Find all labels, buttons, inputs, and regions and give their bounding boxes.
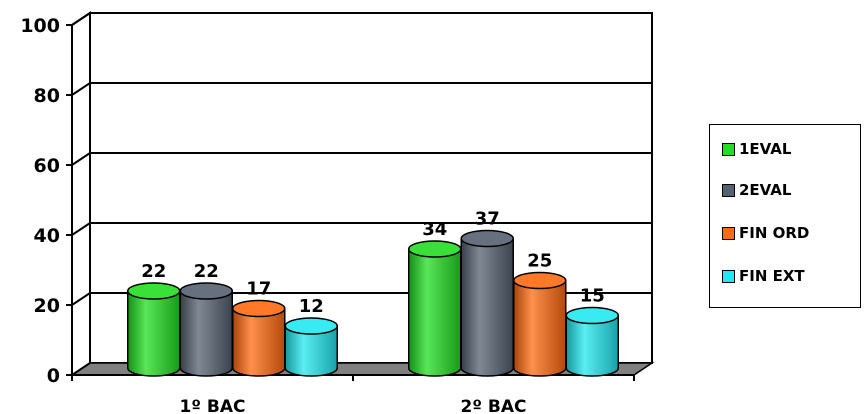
bar-top [127, 282, 181, 300]
side-wall [71, 11, 91, 377]
bar-body [408, 248, 462, 377]
data-label: 22 [194, 261, 219, 282]
legend-swatch [722, 183, 735, 197]
gridline [71, 12, 652, 26]
gridline [71, 82, 652, 96]
bar [284, 317, 338, 377]
legend-swatch [722, 226, 735, 240]
bar-body [179, 290, 233, 377]
legend: 1EVAL 2EVAL FIN ORD FIN EXT [709, 124, 861, 308]
y-tick-label: 20 [34, 295, 60, 317]
data-label: 25 [527, 251, 552, 272]
legend-item: 2EVAL [722, 178, 791, 202]
bar [127, 282, 181, 377]
legend-item: 1EVAL [722, 137, 791, 161]
bar-body [284, 325, 338, 377]
data-label: 15 [580, 286, 605, 307]
y-tick-label: 60 [34, 155, 60, 177]
legend-item: FIN ORD [722, 221, 809, 245]
bar-body [460, 237, 514, 377]
y-axis: 0 20 40 60 80 100 [20, 15, 73, 387]
bar [179, 282, 233, 377]
bar [565, 306, 619, 377]
legend-swatch [722, 269, 735, 283]
y-tick-label: 100 [20, 15, 60, 37]
legend-label: FIN EXT [739, 267, 805, 285]
legend-swatch [722, 142, 735, 156]
bar-top [460, 229, 514, 248]
y-tick-label: 80 [34, 85, 60, 107]
legend-label: 2EVAL [739, 181, 792, 199]
gridline [71, 152, 652, 166]
data-label: 37 [475, 209, 500, 230]
data-label: 12 [299, 296, 324, 317]
legend-item: FIN EXT [722, 264, 805, 288]
bar [513, 271, 567, 377]
y-tick-label: 40 [34, 225, 60, 247]
legend-label: FIN ORD [739, 224, 810, 242]
bar-body [232, 307, 286, 377]
data-label: 34 [422, 219, 447, 240]
y-tick-label: 0 [47, 365, 60, 387]
bar-top [513, 271, 567, 290]
bars [127, 229, 619, 377]
legend-label: 1EVAL [739, 140, 792, 158]
gridline [71, 222, 652, 236]
bar-body [513, 279, 567, 377]
bar-top [565, 306, 619, 325]
x-axis: 1º BAC 2º BAC [71, 374, 635, 414]
x-tick-label: 2º BAC [461, 397, 527, 414]
bar [232, 299, 286, 377]
bar-top [179, 282, 233, 300]
bar-top [232, 299, 286, 318]
x-tick-label: 1º BAC [180, 397, 246, 414]
data-label: 22 [141, 261, 166, 282]
bar-body [565, 314, 619, 377]
bar-top [408, 240, 462, 258]
bar-top [284, 317, 338, 335]
bar [460, 229, 514, 377]
data-label: 17 [246, 279, 271, 300]
data-labels: 22 22 17 12 34 37 25 15 [141, 209, 605, 318]
bar [408, 240, 462, 377]
bar-body [127, 290, 181, 377]
